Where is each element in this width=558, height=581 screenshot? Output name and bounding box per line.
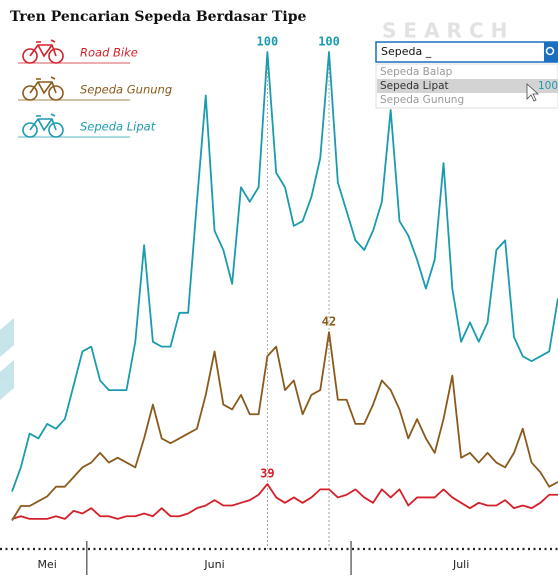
legend-icon [29, 113, 57, 132]
series-line [11, 331, 558, 521]
dropdown-option[interactable]: Sepeda Balap [380, 66, 453, 78]
dropdown-value: 100 [538, 80, 558, 92]
series-line [11, 51, 558, 492]
data-label: 39 [260, 467, 274, 481]
legend-icon [29, 39, 57, 58]
dropdown-option[interactable]: Sepeda Gunung [380, 94, 464, 106]
legend-label: Sepeda Lipat [80, 120, 156, 134]
x-tick-label: Juli [452, 558, 469, 571]
legend-label: Sepeda Gunung [80, 83, 172, 97]
x-tick-label: Mei [38, 558, 57, 571]
search-box: Sepeda _ Sepeda Balap Sepeda Lipat Seped… [375, 41, 558, 109]
chart-title: Tren Pencarian Sepeda Berdasar Tipe [10, 9, 307, 25]
data-label: 100 [318, 35, 340, 49]
data-label: 100 [257, 35, 279, 49]
dropdown-highlight [377, 79, 558, 93]
legend-icon [29, 76, 57, 95]
legend-item: Sepeda Lipat [18, 113, 156, 138]
series-line [11, 483, 558, 520]
legend-item: Road Bike [18, 39, 138, 64]
legend-item: Sepeda Gunung [18, 76, 172, 101]
decor [0, 318, 14, 400]
legend-label: Road Bike [80, 46, 138, 60]
search-input-box[interactable] [375, 41, 558, 63]
search-icon [545, 46, 555, 56]
search-button[interactable] [544, 42, 558, 62]
data-label: 42 [322, 315, 336, 329]
dropdown-option[interactable]: Sepeda Lipat [380, 80, 449, 92]
search-input: Sepeda _ [381, 45, 432, 58]
search-watermark: SEARCH [382, 19, 514, 43]
cursor [526, 83, 540, 102]
x-tick-label: Juni [203, 558, 224, 571]
